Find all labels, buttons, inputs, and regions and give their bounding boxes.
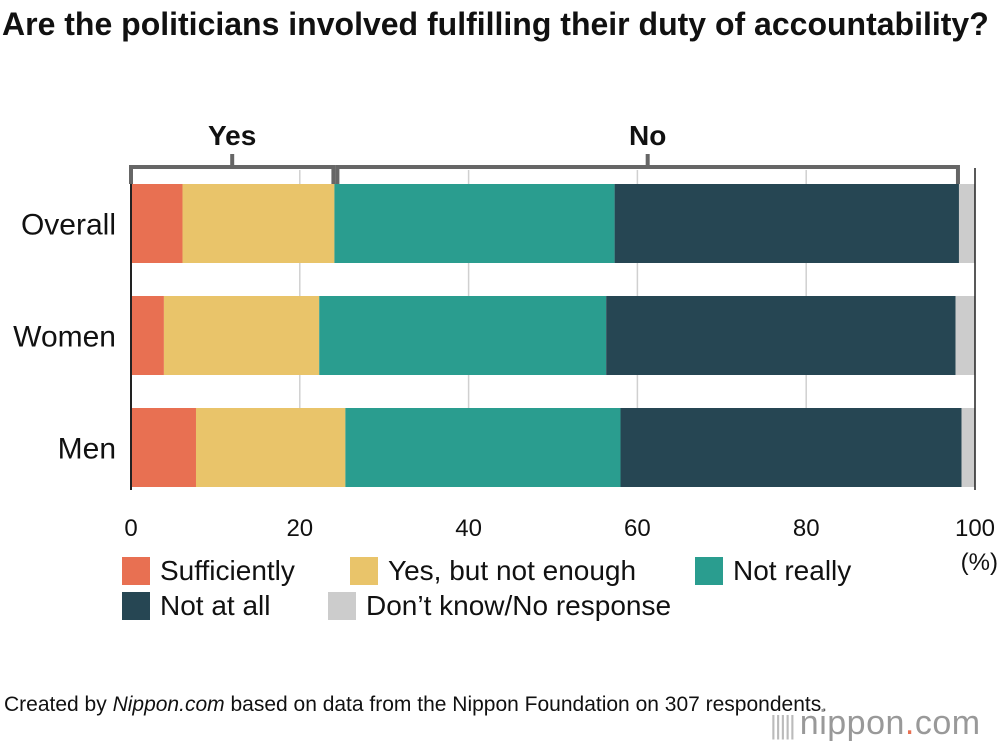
legend-swatch <box>328 592 356 620</box>
legend-label: Yes, but not enough <box>388 555 637 586</box>
legend-swatch <box>122 557 150 585</box>
x-unit-label: (%) <box>961 549 998 576</box>
legend-label: Not really <box>733 555 852 586</box>
x-tick-label: 20 <box>286 515 313 542</box>
bar-segment <box>131 296 164 375</box>
category-label: Women <box>13 321 116 354</box>
bar-segment <box>182 184 335 263</box>
bar-segment <box>131 408 196 487</box>
legend-item: Sufficiently <box>122 555 295 587</box>
bar-segment <box>620 408 962 487</box>
legend-label: Don’t know/No response <box>366 590 672 621</box>
nippon-logo: ||||| nippon.com <box>770 704 981 742</box>
legend-swatch <box>122 592 150 620</box>
x-tick-label: 0 <box>124 515 137 542</box>
legend-item: Not at all <box>122 590 271 622</box>
legend-swatch <box>695 557 723 585</box>
x-tick-label: 60 <box>624 515 651 542</box>
legend-swatch <box>350 557 378 585</box>
x-tick-label: 80 <box>793 515 820 542</box>
x-tick-label: 100 <box>955 515 995 542</box>
x-tick-label: 40 <box>455 515 482 542</box>
bar-segment <box>195 408 346 487</box>
legend-item: Not really <box>695 555 851 587</box>
bar-segment <box>955 296 975 375</box>
bar-segment <box>163 296 320 375</box>
legend-item: Don’t know/No response <box>328 590 671 622</box>
legend-label: Not at all <box>160 590 271 621</box>
bar-segment <box>606 296 956 375</box>
category-label: Men <box>58 433 116 466</box>
footer-credit: Created by Nippon.com based on data from… <box>4 693 828 716</box>
bar-segment <box>345 408 621 487</box>
bracket-line <box>129 165 336 184</box>
bar-segment <box>961 408 975 487</box>
legend-item: Yes, but not enough <box>350 555 636 587</box>
bar-segment <box>131 184 183 263</box>
bar-segment <box>319 296 607 375</box>
category-label: Overall <box>21 209 116 242</box>
bracket-label: No <box>629 120 666 151</box>
bar-segment <box>614 184 959 263</box>
bar-segment <box>334 184 615 263</box>
legend-label: Sufficiently <box>160 555 295 586</box>
bracket-label: Yes <box>208 120 256 151</box>
logo-bars-icon: ||||| <box>770 710 796 740</box>
bar-segment <box>958 184 975 263</box>
source-name: Nippon.com <box>112 693 225 716</box>
chart-title: Are the politicians involved fulfilling … <box>2 6 989 42</box>
bracket-line <box>335 165 960 184</box>
